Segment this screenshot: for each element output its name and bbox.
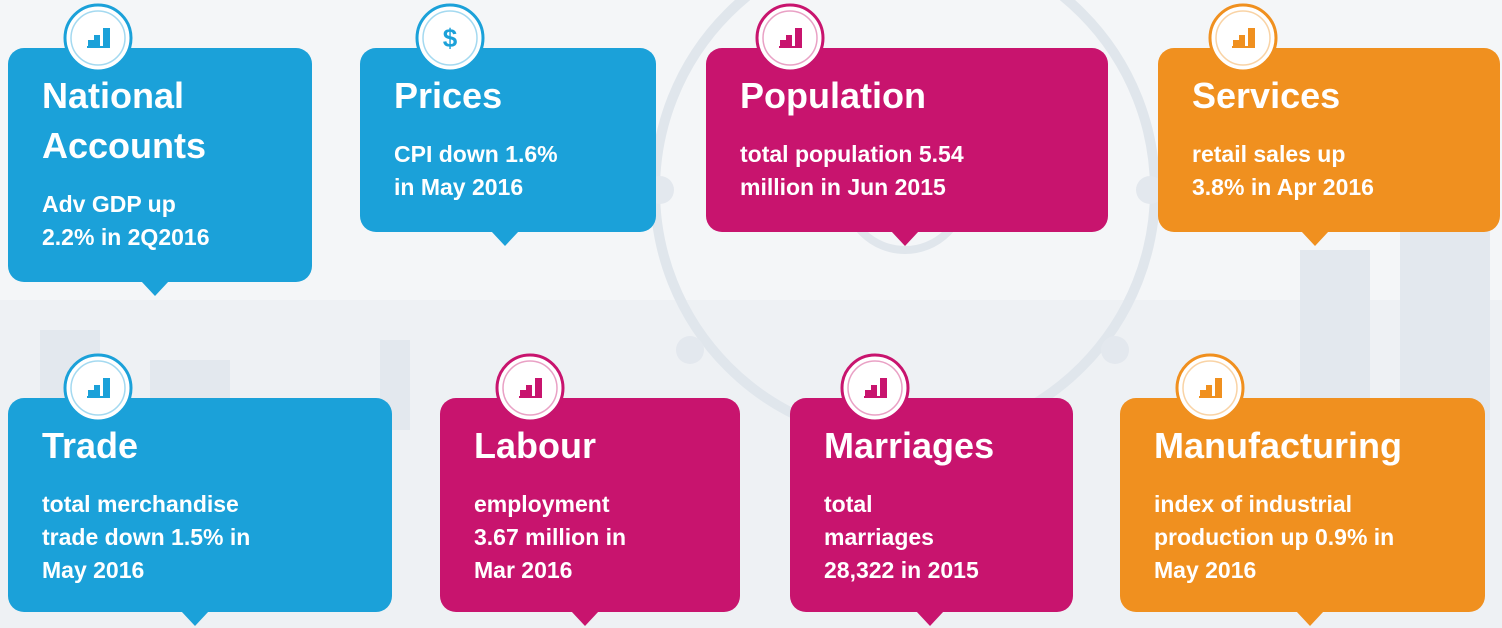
tile-title: National bbox=[42, 75, 184, 116]
tile-pointer bbox=[1301, 231, 1329, 246]
tile-text: 2.2% in 2Q2016 bbox=[42, 224, 210, 250]
tile-box bbox=[1120, 398, 1485, 612]
tile-text: retail sales up bbox=[1192, 141, 1345, 167]
tile-box bbox=[706, 48, 1108, 232]
tile: Labour employment 3.67 million in Mar 2016 bbox=[440, 353, 740, 626]
tile-title: Marriages bbox=[824, 425, 994, 466]
tile-box bbox=[8, 48, 312, 282]
icon bbox=[1232, 28, 1255, 48]
tile-pointer bbox=[891, 231, 919, 246]
tile-text: trade down 1.5% in bbox=[42, 524, 250, 550]
tile-title: Population bbox=[740, 75, 926, 116]
tile-pointer bbox=[181, 611, 209, 626]
icon bbox=[87, 378, 110, 398]
tile-title: Labour bbox=[474, 425, 596, 466]
tile-text: 28,322 in 2015 bbox=[824, 557, 979, 583]
tile-box bbox=[1158, 48, 1500, 232]
tile-pointer bbox=[1296, 611, 1324, 626]
icon-text: $ bbox=[443, 23, 458, 53]
tile: National Accounts Adv GDP up 2.2% in 2Q2016 bbox=[8, 3, 312, 296]
tile: Manufacturing index of industrial producti… bbox=[1120, 353, 1485, 626]
tile-text: Mar 2016 bbox=[474, 557, 572, 583]
tile-pointer bbox=[571, 611, 599, 626]
tile: Population total population 5.54 million i… bbox=[706, 3, 1108, 246]
tile-text: employment bbox=[474, 491, 610, 517]
icon bbox=[779, 28, 802, 48]
tile-title: Accounts bbox=[42, 125, 206, 166]
tile-text: 3.67 million in bbox=[474, 524, 626, 550]
tile-title: Trade bbox=[42, 425, 138, 466]
tile-box bbox=[8, 398, 392, 612]
tile: $ Prices CPI down 1.6% in May 2016 bbox=[360, 3, 656, 246]
tile: Trade total merchandise trade down 1.5% in… bbox=[8, 353, 392, 626]
tile: Marriages total marriages 28,322 in 2015 bbox=[790, 353, 1073, 626]
tile-text: total merchandise bbox=[42, 491, 239, 517]
tile-box bbox=[360, 48, 656, 232]
tile-box bbox=[440, 398, 740, 612]
tile-box bbox=[790, 398, 1073, 612]
tile-text: May 2016 bbox=[1154, 557, 1256, 583]
tile-pointer bbox=[491, 231, 519, 246]
icon bbox=[519, 378, 542, 398]
icon bbox=[87, 28, 110, 48]
tile-text: CPI down 1.6% bbox=[394, 141, 558, 167]
tile-text: in May 2016 bbox=[394, 174, 523, 200]
tile: Services retail sales up 3.8% in Apr 2016 bbox=[1158, 3, 1500, 246]
tile-pointer bbox=[916, 611, 944, 626]
tile-text: total population 5.54 bbox=[740, 141, 964, 167]
tile-text: million in Jun 2015 bbox=[740, 174, 946, 200]
tile-text: 3.8% in Apr 2016 bbox=[1192, 174, 1374, 200]
tile-text: Adv GDP up bbox=[42, 191, 176, 217]
tile-text: production up 0.9% in bbox=[1154, 524, 1394, 550]
tile-pointer bbox=[141, 281, 169, 296]
tile-text: index of industrial bbox=[1154, 491, 1352, 517]
tile-text: total bbox=[824, 491, 873, 517]
tile-text: marriages bbox=[824, 524, 934, 550]
tile-title: Prices bbox=[394, 75, 502, 116]
icon-bg bbox=[422, 10, 478, 66]
tile-title: Manufacturing bbox=[1154, 425, 1402, 466]
icon bbox=[1199, 378, 1222, 398]
tile-text: May 2016 bbox=[42, 557, 144, 583]
tile-title: Services bbox=[1192, 75, 1340, 116]
icon bbox=[864, 378, 887, 398]
